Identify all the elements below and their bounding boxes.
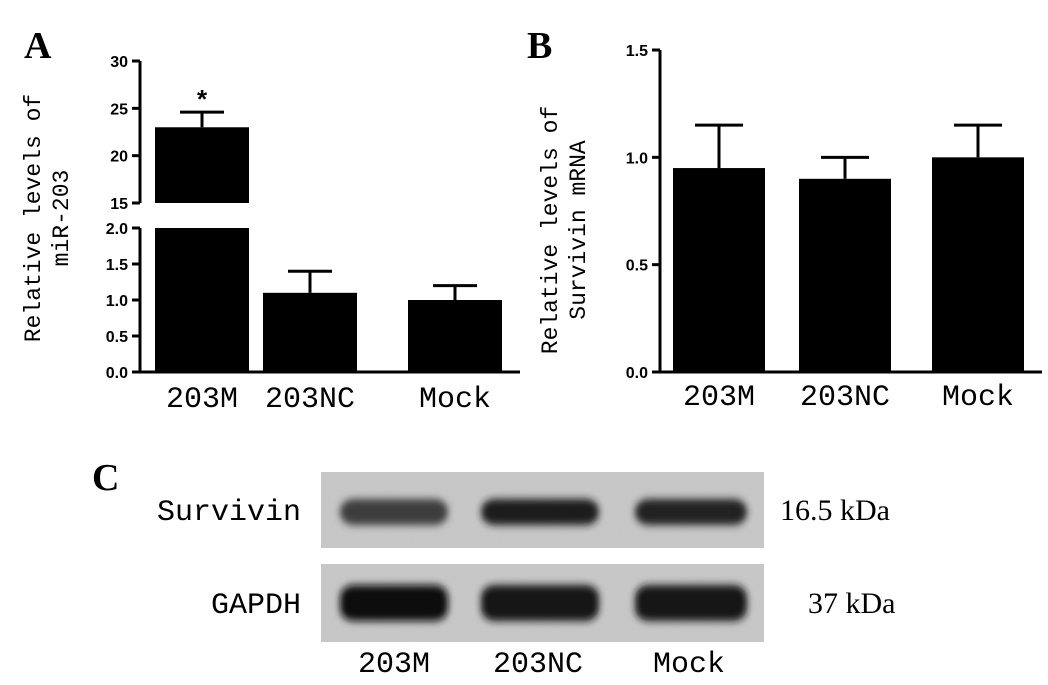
bar-b: [932, 157, 1024, 372]
y-tick-label-a: 25: [110, 101, 128, 118]
x-tick-label-a: Mock: [419, 383, 491, 417]
y-tick-label-a: 0.0: [106, 365, 128, 382]
blot-size-label: 37 kDa: [808, 587, 895, 620]
blot-row-label: Survivin: [157, 496, 301, 530]
bar-a: [263, 292, 357, 372]
panel-letter-b: B: [527, 25, 552, 67]
bar-a: [155, 228, 249, 372]
y-tick-label-b: 1.5: [626, 43, 648, 60]
bar-a: [408, 300, 502, 372]
blot-lane-label: Mock: [653, 648, 725, 682]
y-tick-label-a: 1.5: [106, 257, 128, 274]
blot-band: [340, 499, 448, 525]
blot-lane-label: 203M: [358, 648, 430, 682]
western-blot: Survivin 16.5 kDa GAPDH 37 kDa 203M 203NC Mock: [157, 472, 895, 682]
blot-size-label: 16.5 kDa: [780, 494, 890, 527]
panel-letter-c: C: [92, 457, 119, 499]
blot-band: [340, 585, 448, 621]
y-axis-label-a: miR-203: [49, 170, 75, 267]
x-tick-label-b: 203M: [683, 381, 755, 415]
y-axis-label-b: Relative levels of: [538, 106, 564, 354]
bar-a-upper: [155, 127, 249, 203]
y-tick-label-a: 2.0: [106, 221, 128, 238]
y-tick-label-a: 30: [110, 54, 128, 71]
significance-marker: *: [197, 84, 208, 114]
chart-b: 0.0 0.5 1.0 1.5 Relative levels of Survivin m…: [538, 43, 1042, 415]
y-tick-label-a: 1.0: [106, 293, 128, 310]
y-tick-label-b: 0.0: [626, 365, 648, 382]
y-axis-label-a: Relative levels of: [21, 94, 47, 342]
x-tick-label-b: Mock: [942, 381, 1014, 415]
blot-band: [481, 499, 599, 525]
y-axis-label-b: Survivin mRNA: [566, 140, 592, 320]
y-tick-label-b: 0.5: [626, 258, 648, 275]
y-tick-label-a: 20: [110, 149, 128, 166]
blot-row-label: GAPDH: [211, 589, 301, 623]
blot-band: [481, 585, 599, 621]
y-tick-label-a: 0.5: [106, 329, 128, 346]
chart-a: 0.0 0.5 1.0 1.5 2.0 15 20 25 30 Relative levels o…: [21, 54, 520, 417]
x-tick-label-a: 203NC: [265, 383, 355, 417]
y-tick-label-a: 15: [110, 196, 128, 213]
blot-band: [635, 585, 747, 621]
blot-lane-label: 203NC: [493, 648, 583, 682]
bar-b: [673, 168, 765, 372]
blot-band: [635, 499, 747, 525]
x-tick-label-b: 203NC: [800, 381, 890, 415]
panel-letter-a: A: [24, 25, 52, 67]
x-tick-label-a: 203M: [166, 383, 238, 417]
y-tick-label-b: 1.0: [626, 150, 648, 167]
bar-b: [799, 178, 891, 372]
